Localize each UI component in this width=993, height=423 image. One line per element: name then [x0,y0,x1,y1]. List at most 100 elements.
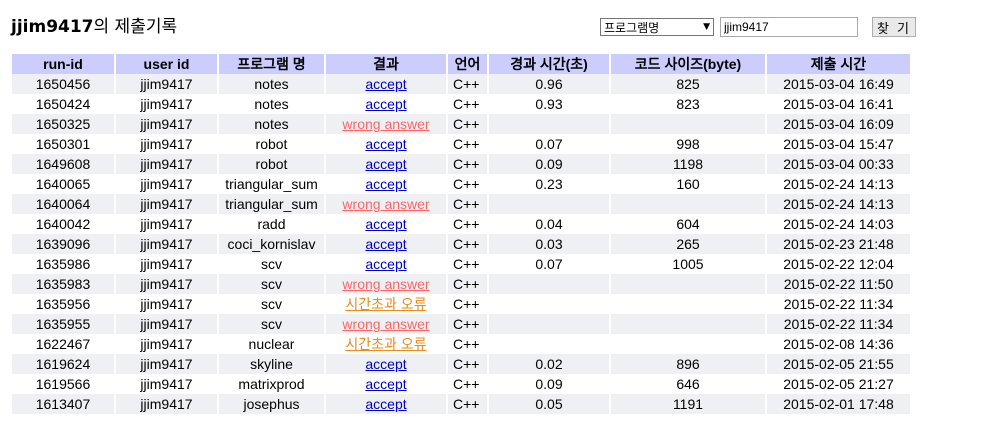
result-cell: accept [325,394,448,414]
result-link[interactable]: accept [365,76,407,92]
column-header-user-id[interactable]: user id [115,54,219,74]
result-link[interactable]: 시간초과 오류 [345,336,427,352]
submission-table: run-id user id 프로그램 명 결과 언어 경과 시간(초) 코드 … [12,54,912,414]
result-cell: accept [325,74,448,94]
result-cell: accept [325,234,448,254]
column-header-code-size[interactable]: 코드 사이즈(byte) [610,54,767,74]
column-header-language[interactable]: 언어 [447,54,489,74]
column-header-result[interactable]: 결과 [325,54,448,74]
table-row: 1640065 jjim9417 triangular_sum accept C++ 0.… [12,174,912,194]
page-title-user: jjim9417 [11,17,94,37]
result-link[interactable]: accept [365,96,407,112]
user-id-cell: jjim9417 [115,214,219,234]
program-name-cell: notes [218,74,326,94]
elapsed-time-cell: 0.02 [488,354,611,374]
table-row: 1622467 jjim9417 nuclear 시간초과 오류 C++ 2015-02-… [12,334,912,354]
submit-time-cell: 2015-02-05 21:55 [766,354,912,374]
submit-time-cell: 2015-02-22 12:04 [766,254,912,274]
submit-time-cell: 2015-02-22 11:50 [766,274,912,294]
run-id-cell: 1613407 [12,394,116,414]
user-id-cell: jjim9417 [115,374,219,394]
code-size-cell: 1191 [610,394,767,414]
result-link[interactable]: accept [365,236,407,252]
user-id-cell: jjim9417 [115,174,219,194]
result-cell: accept [325,174,448,194]
user-id-cell: jjim9417 [115,294,219,314]
program-name-cell: skyline [218,354,326,374]
code-size-cell [610,334,767,354]
user-id-cell: jjim9417 [115,114,219,134]
language-cell: C++ [447,174,489,194]
result-cell: accept [325,214,448,234]
submit-time-cell: 2015-02-05 21:27 [766,374,912,394]
user-id-cell: jjim9417 [115,154,219,174]
result-cell: 시간초과 오류 [325,294,448,314]
program-name-cell: notes [218,114,326,134]
result-cell: wrong answer [325,194,448,214]
elapsed-time-cell [488,194,611,214]
elapsed-time-cell: 0.07 [488,254,611,274]
table-row: 1635955 jjim9417 scv wrong answer C++ 2015-02… [12,314,912,334]
elapsed-time-cell [488,334,611,354]
result-cell: accept [325,354,448,374]
language-cell: C++ [447,214,489,234]
language-cell: C++ [447,254,489,274]
elapsed-time-cell: 0.03 [488,234,611,254]
program-name-cell: scv [218,294,326,314]
language-cell: C++ [447,194,489,214]
elapsed-time-cell [488,274,611,294]
dropdown-arrow-icon: ▼ [703,22,710,32]
language-cell: C++ [447,334,489,354]
result-link[interactable]: accept [365,156,407,172]
program-name-cell: scv [218,254,326,274]
result-link[interactable]: accept [365,216,407,232]
result-link[interactable]: accept [365,136,407,152]
result-link[interactable]: accept [365,356,407,372]
table-row: 1650301 jjim9417 robot accept C++ 0.07 998 2015… [12,134,912,154]
table-row: 1635956 jjim9417 scv 시간초과 오류 C++ 2015-02-22 1… [12,294,912,314]
language-cell: C++ [447,374,489,394]
table-row: 1650325 jjim9417 notes wrong answer C++ 2015-… [12,114,912,134]
program-name-cell: matrixprod [218,374,326,394]
submit-time-cell: 2015-02-22 11:34 [766,294,912,314]
elapsed-time-cell: 0.04 [488,214,611,234]
language-cell: C++ [447,94,489,114]
language-cell: C++ [447,154,489,174]
user-id-cell: jjim9417 [115,254,219,274]
result-link[interactable]: accept [365,176,407,192]
result-link[interactable]: accept [365,376,407,392]
program-name-cell: nuclear [218,334,326,354]
elapsed-time-cell: 0.93 [488,94,611,114]
run-id-cell: 1619566 [12,374,116,394]
search-button[interactable]: 찾 기 [872,17,916,37]
column-header-program[interactable]: 프로그램 명 [218,54,326,74]
table-row: 1635986 jjim9417 scv accept C++ 0.07 1005 2015-… [12,254,912,274]
program-name-cell: robot [218,154,326,174]
elapsed-time-cell: 0.05 [488,394,611,414]
table-row: 1649608 jjim9417 robot accept C++ 0.09 1198 201… [12,154,912,174]
table-row: 1619624 jjim9417 skyline accept C++ 0.02 896 20… [12,354,912,374]
program-name-cell: radd [218,214,326,234]
search-input[interactable] [720,17,858,37]
column-header-elapsed-time[interactable]: 경과 시간(초) [488,54,611,74]
search-field-select[interactable]: 프로그램명 ▼ [600,18,714,36]
result-link[interactable]: wrong answer [342,316,430,332]
elapsed-time-cell: 0.96 [488,74,611,94]
page-title-suffix: 의 제출기록 [93,17,178,37]
result-link[interactable]: accept [365,396,407,412]
column-header-submit-time[interactable]: 제출 시간 [766,54,912,74]
search-bar: 프로그램명 ▼ 찾 기 [600,16,916,38]
result-cell: accept [325,254,448,274]
submit-time-cell: 2015-02-24 14:13 [766,194,912,214]
table-row: 1613407 jjim9417 josephus accept C++ 0.05 1191… [12,394,912,414]
result-link[interactable]: accept [365,256,407,272]
result-link[interactable]: 시간초과 오류 [345,296,427,312]
result-link[interactable]: wrong answer [342,116,430,132]
program-name-cell: coci_kornislav [218,234,326,254]
column-header-run-id[interactable]: run-id [12,54,116,74]
table-row: 1650456 jjim9417 notes accept C++ 0.96 825 2015… [12,74,912,94]
result-link[interactable]: wrong answer [342,196,430,212]
user-id-cell: jjim9417 [115,354,219,374]
language-cell: C++ [447,314,489,334]
result-link[interactable]: wrong answer [342,276,430,292]
